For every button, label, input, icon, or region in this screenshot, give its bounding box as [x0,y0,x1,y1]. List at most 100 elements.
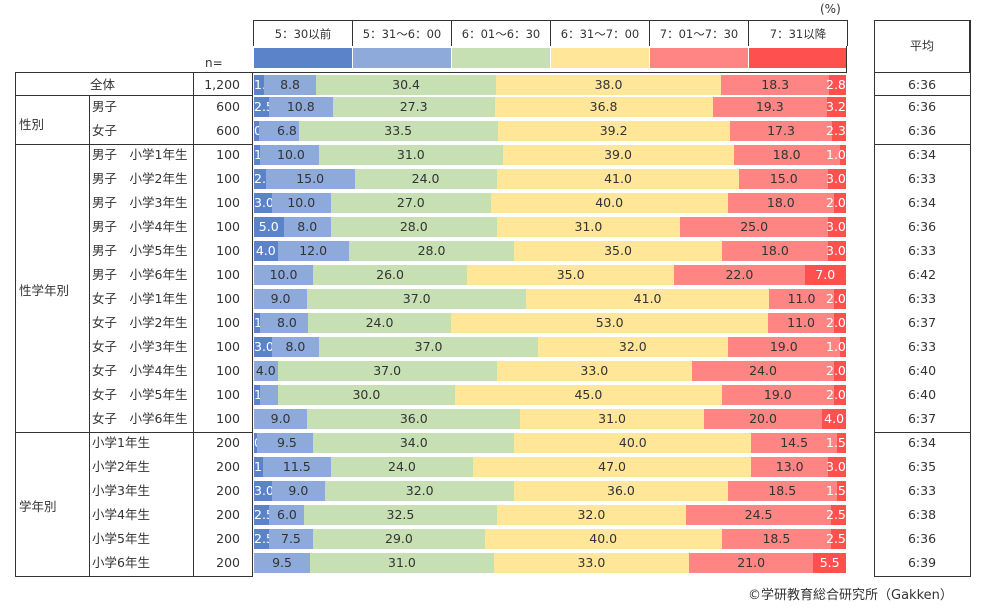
unit-label: (%) [820,2,841,16]
bar-segment [259,385,279,405]
bar-value-label: 15.0 [296,171,325,186]
bar-value-label: 10.0 [277,147,305,162]
bar-segment [497,121,731,141]
bar-value-label: 28.0 [399,219,428,234]
bar-value-label: 35.0 [556,267,585,282]
bar-segment [271,193,332,213]
row-label: 女子 小学6年生 [92,411,188,426]
bar-value-label: 2.8 [826,77,846,92]
bar-value-label: 1.0 [826,339,846,354]
bar-segment [832,121,847,141]
bar-segment [828,217,847,237]
stacked-bar: 9.0 36.0 31.0 20.0 4.0 [254,409,847,429]
stacked-bar: 10.0 26.0 35.0 22.0 7.0 [254,265,847,285]
row-n: 100 [216,219,240,234]
bar-value-label: 11.5 [282,459,311,474]
bar-value-label: 3.0 [826,243,846,258]
bar-segment [254,433,258,453]
bar-segment [332,97,496,117]
bar-value-label: 2.3 [826,123,846,138]
bar-segment [254,337,273,357]
bar-segment [307,289,527,309]
bar-segment [827,97,847,117]
bar-segment [271,337,320,357]
row-label: 小学4年生 [92,507,150,522]
bar-segment [727,193,835,213]
row-average: 6:36 [907,77,937,92]
row-average: 6:33 [907,339,937,354]
row-label: 女子 小学5年生 [92,387,188,402]
bar-segment [319,145,504,165]
bar-value-label: 3.2 [826,99,846,114]
row-average: 6:40 [907,387,937,402]
bar-value-label: 26.0 [376,267,404,282]
bar-segment [256,433,314,453]
bar-segment [313,265,468,285]
bar-segment [674,265,806,285]
row-n: 600 [216,123,240,138]
avg-right-border [970,20,971,576]
bar-value-label: 19.3 [755,99,784,114]
bar-segment [254,409,308,429]
bar-segment [268,97,334,117]
bar-segment [254,145,261,165]
bar-value-label: 24.0 [749,363,777,378]
bar-value-label: 19.0 [763,387,792,402]
bar-value-label: 13.0 [775,459,804,474]
bar-segment [259,313,309,333]
bar-value-label: 1.5 [826,435,846,450]
bar-value-label: 7.5 [281,531,301,546]
bar-segment [473,457,752,477]
bar-segment [829,75,847,95]
bar-value-label: 3.0 [826,171,846,186]
bar-value-label: 31.0 [396,147,425,162]
bar-value-label: 9.5 [277,435,297,450]
row-n: 100 [216,243,240,258]
bar-value-label: 32.0 [618,339,647,354]
row-average: 6:33 [907,291,937,306]
bar-value-label: 32.0 [577,507,606,522]
bar-value-label: 33.0 [580,363,609,378]
bar-value-label: 36.8 [589,99,618,114]
row-average: 6:33 [907,483,937,498]
group-divider [15,95,253,96]
bar-value-label: 8.0 [297,219,318,234]
bar-value-label: 10.8 [286,99,315,114]
avg-divider [874,432,971,433]
row-label: 男子 小学6年生 [92,267,188,282]
bar-segment [834,361,847,381]
bar-value-label: 34.0 [399,435,428,450]
row-label: 小学6年生 [92,555,150,570]
credit: ©学研教育総合研究所（Gakken） [748,588,953,603]
bar-value-label: 37.0 [414,339,443,354]
group-label: 性別 [19,117,45,132]
stacked-bar: 3.0 8.0 37.0 32.0 19.0 1.0 [254,337,847,357]
row-average: 6:36 [907,99,937,114]
group-label: 性学年別 [19,283,70,298]
bar-value-label: 10.0 [269,267,298,282]
row-average: 6:42 [907,267,937,282]
bar-value-label: 32.5 [386,507,415,522]
row-label: 小学2年生 [92,459,150,474]
row-n: 600 [216,99,240,114]
bar-value-label: 22.0 [725,267,754,282]
bar-segment [828,241,847,261]
bar-value-label: 18.0 [760,243,789,258]
bar-segment [828,457,847,477]
bar-value-label: 4.0 [255,363,276,378]
bar-segment [751,457,829,477]
bar-value-label: 17.3 [767,123,795,138]
avg-divider [874,144,971,145]
bar-value-label: 53.0 [595,315,624,330]
row-n: 100 [216,315,240,330]
stacked-bar: 2.5 7.5 29.0 40.0 18.5 2.5 [254,529,847,549]
row-label: 男子 小学5年生 [92,243,188,258]
bar-value-label: 11.0 [787,291,816,306]
avg-left-border [874,72,875,576]
row-average: 6:34 [907,147,937,162]
legend-swatch [650,48,748,68]
bar-value-label: 2.0 [826,291,846,306]
bar-segment [268,505,305,525]
table-bar-border [252,72,253,576]
bar-segment [729,121,833,141]
